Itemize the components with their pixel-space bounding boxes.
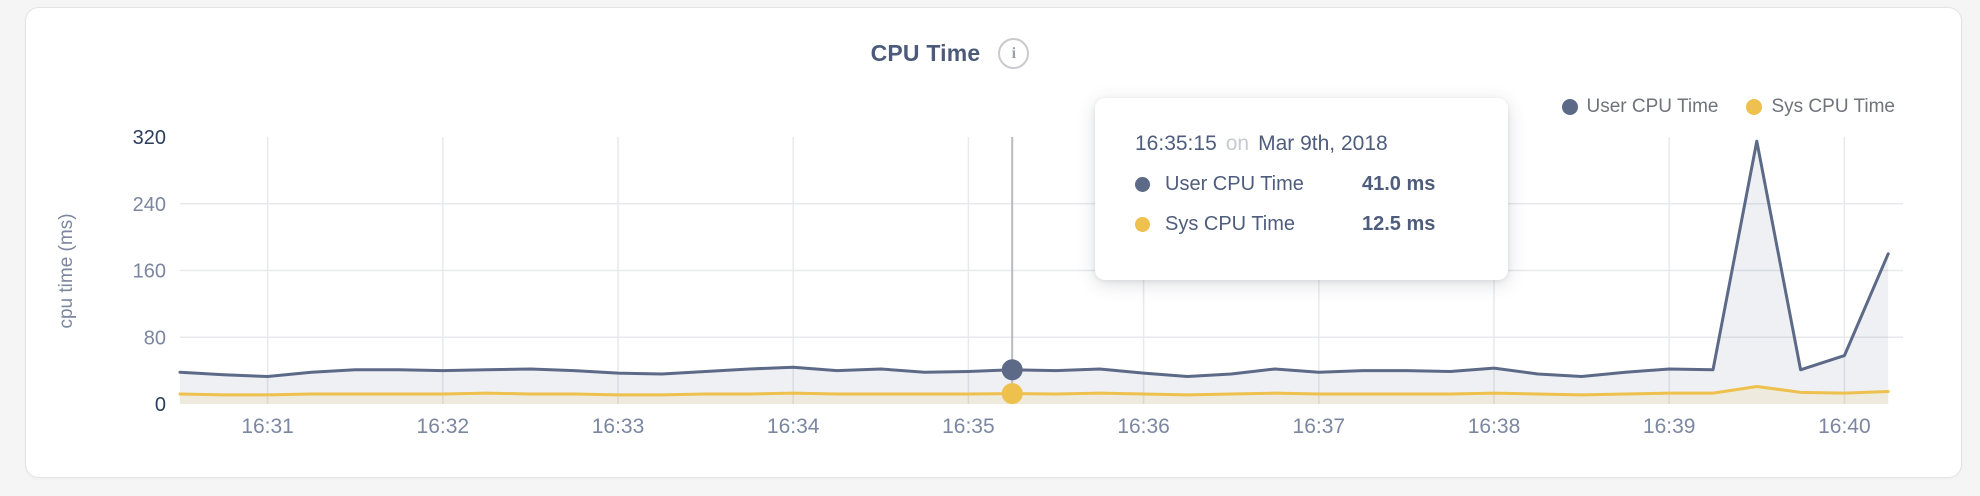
- tooltip-series-label: User CPU Time: [1165, 173, 1304, 195]
- x-tick-label: 16:39: [1643, 415, 1696, 438]
- chart-tooltip: 16:35:15 on Mar 9th, 2018 User CPU Time 41…: [1095, 98, 1508, 280]
- chart-header: CPU Time i: [0, 38, 1940, 69]
- chart-title: CPU Time: [870, 40, 981, 66]
- y-tick-label: 320: [133, 127, 166, 149]
- chart-legend: User CPU Time Sys CPU Time: [1561, 96, 1895, 118]
- y-tick-label: 0: [155, 394, 166, 416]
- sys-cpu-legend-dot-icon: [1746, 99, 1763, 115]
- x-tick-label: 16:37: [1293, 415, 1346, 438]
- x-tick-label: 16:34: [767, 415, 820, 438]
- y-tick-label: 240: [133, 194, 166, 216]
- user-cpu-legend-dot-icon: [1561, 99, 1578, 115]
- legend-label: User CPU Time: [1586, 96, 1719, 117]
- x-tick-label: 16:40: [1818, 415, 1871, 438]
- tooltip-row-sys: Sys CPU Time 12.5 ms: [1135, 213, 1484, 236]
- legend-label: Sys CPU Time: [1771, 96, 1895, 117]
- x-tick-label: 16:33: [592, 415, 645, 438]
- tooltip-row-user: User CPU Time 41.0 ms: [1135, 173, 1484, 196]
- tooltip-series-value: 41.0 ms: [1362, 173, 1436, 195]
- hover-point-marker[interactable]: [1001, 359, 1023, 381]
- y-tick-label: 80: [144, 327, 166, 349]
- x-tick-label: 16:38: [1468, 415, 1521, 438]
- tooltip-time: 16:35:15: [1135, 132, 1217, 155]
- x-tick-label: 16:35: [942, 415, 995, 438]
- tooltip-header: 16:35:15 on Mar 9th, 2018: [1135, 132, 1484, 156]
- chart-card: [25, 7, 1962, 478]
- tooltip-connector: on: [1225, 132, 1250, 155]
- x-tick-label: 16:31: [241, 415, 294, 438]
- legend-item-user-cpu-time[interactable]: User CPU Time: [1561, 96, 1719, 118]
- y-tick-label: 160: [133, 261, 166, 283]
- tooltip-series-value: 12.5 ms: [1362, 213, 1436, 235]
- x-tick-label: 16:36: [1117, 415, 1170, 438]
- y-axis-title: cpu time (ms): [56, 213, 77, 328]
- user-cpu-dot-icon: [1135, 177, 1150, 192]
- tooltip-date: Mar 9th, 2018: [1258, 132, 1388, 155]
- legend-item-sys-cpu-time[interactable]: Sys CPU Time: [1746, 96, 1895, 118]
- sys-cpu-dot-icon: [1135, 217, 1150, 232]
- info-icon[interactable]: i: [998, 38, 1030, 69]
- x-tick-label: 16:32: [417, 415, 470, 438]
- tooltip-series-label: Sys CPU Time: [1165, 213, 1296, 235]
- hover-point-marker[interactable]: [1001, 383, 1023, 405]
